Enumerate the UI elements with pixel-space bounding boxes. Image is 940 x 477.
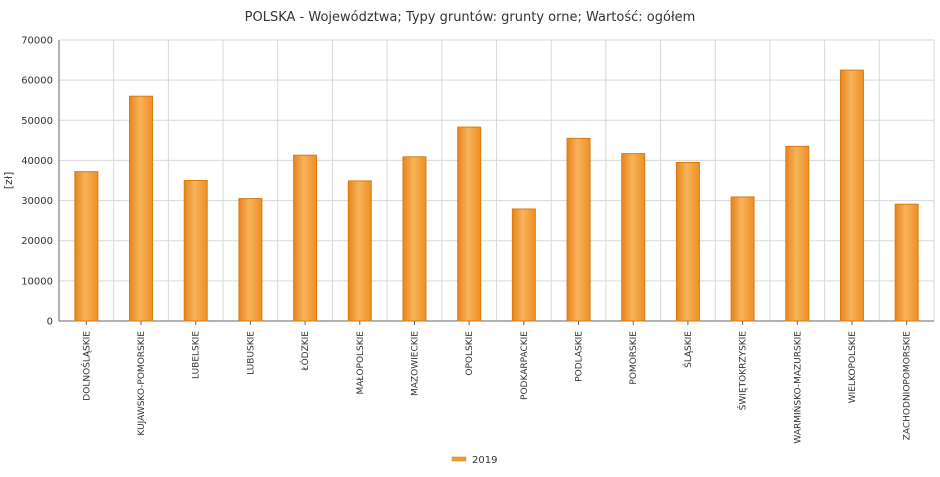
x-tick-label: PODLASKIE bbox=[575, 331, 585, 382]
y-tick-label: 10000 bbox=[21, 276, 53, 287]
y-tick-label: 70000 bbox=[21, 36, 53, 47]
x-tick-label: WARMIŃSKO-MAZURSKIE bbox=[791, 331, 803, 444]
chart-title: POLSKA - Województwa; Typy gruntów: grun… bbox=[244, 10, 696, 25]
x-tick-label: LUBUSKIE bbox=[246, 331, 256, 375]
bar-5 bbox=[347, 180, 372, 322]
bar-9 bbox=[566, 137, 591, 322]
bar-14 bbox=[839, 69, 864, 322]
x-tick-label: WIELKOPOLSKIE bbox=[848, 331, 858, 404]
bar-1 bbox=[129, 95, 154, 322]
bar-15 bbox=[894, 203, 919, 322]
x-tick-label: ŚWIĘTOKRZYSKIE bbox=[737, 331, 749, 411]
bar-10 bbox=[621, 153, 646, 322]
x-tick-label: MAŁOPOLSKIE bbox=[356, 331, 366, 395]
bar-8 bbox=[511, 208, 536, 322]
bar-0 bbox=[74, 171, 99, 322]
x-tick-label: ŁÓDZKIE bbox=[299, 331, 311, 372]
y-tick-label: 20000 bbox=[21, 236, 53, 247]
y-tick-label: 0 bbox=[47, 317, 53, 328]
bar-6 bbox=[402, 156, 427, 322]
y-tick-label: 30000 bbox=[21, 196, 53, 207]
y-tick-label: 60000 bbox=[21, 76, 53, 87]
bar-2 bbox=[183, 180, 208, 322]
bar-3 bbox=[238, 198, 263, 322]
x-tick-label: OPOLSKIE bbox=[465, 331, 475, 376]
bar-11 bbox=[675, 161, 700, 322]
x-tick-label: POMORSKIE bbox=[629, 331, 639, 385]
x-tick-label: PODKARPACKIE bbox=[520, 331, 530, 400]
x-tick-label: LUBELSKIE bbox=[192, 331, 202, 379]
bar-7 bbox=[457, 126, 482, 322]
x-tick-label: DOLNOŚLĄSKIE bbox=[80, 331, 92, 401]
legend-label: 2019 bbox=[472, 455, 497, 466]
y-tick-label: 40000 bbox=[21, 156, 53, 167]
bar-4 bbox=[293, 154, 318, 322]
legend-swatch bbox=[451, 456, 467, 462]
x-tick-label: ZACHODNIOPOMORSKIE bbox=[903, 331, 913, 441]
x-tick-label: KUJAWSKO-POMORSKIE bbox=[137, 331, 147, 436]
bar-12 bbox=[730, 196, 755, 322]
y-tick-label: 50000 bbox=[21, 116, 53, 127]
x-tick-label: ŚLĄSKIE bbox=[682, 331, 694, 368]
x-tick-label: MAZOWIECKIE bbox=[410, 331, 420, 396]
bar-13 bbox=[785, 145, 810, 322]
y-axis-title: [zł] bbox=[2, 172, 15, 189]
